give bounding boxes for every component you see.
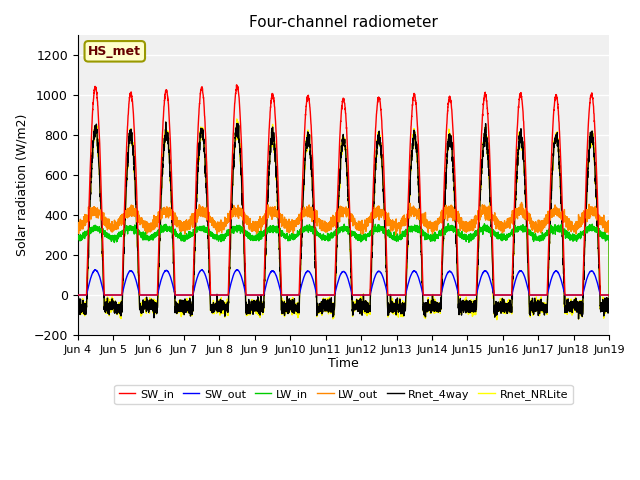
X-axis label: Time: Time — [328, 358, 359, 371]
Legend: SW_in, SW_out, LW_in, LW_out, Rnet_4way, Rnet_NRLite: SW_in, SW_out, LW_in, LW_out, Rnet_4way,… — [115, 384, 573, 404]
Text: HS_met: HS_met — [88, 45, 141, 58]
Y-axis label: Solar radiation (W/m2): Solar radiation (W/m2) — [15, 114, 28, 256]
Title: Four-channel radiometer: Four-channel radiometer — [249, 15, 438, 30]
